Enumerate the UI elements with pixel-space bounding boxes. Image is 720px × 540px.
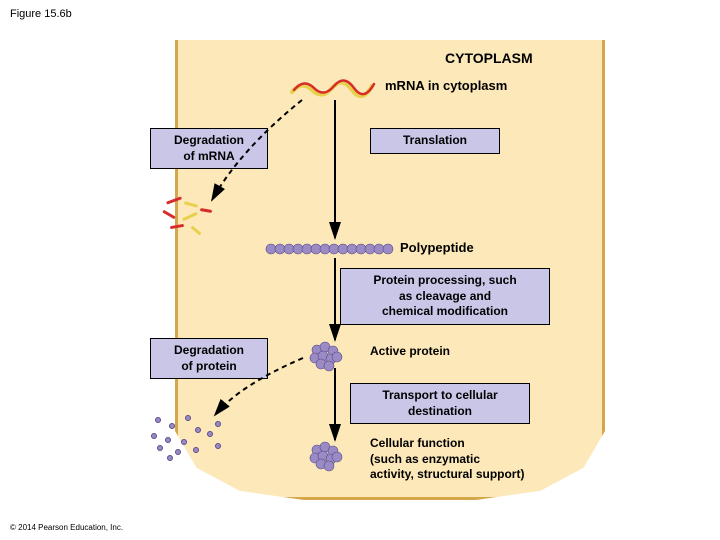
- polypeptide-label: Polypeptide: [400, 240, 474, 255]
- protein-degradation-dots: [145, 415, 235, 465]
- mrna-in-cytoplasm-label: mRNA in cytoplasm: [385, 78, 507, 93]
- degradation-protein-box: Degradation of protein: [150, 338, 268, 379]
- degradation-mrna-box: Degradation of mRNA: [150, 128, 268, 169]
- active-protein-label: Active protein: [370, 344, 450, 360]
- mrna-graphic: [290, 78, 380, 100]
- polypeptide-graphic: [265, 242, 395, 256]
- mrna-fragments: [160, 195, 230, 245]
- active-protein-cluster: [305, 340, 345, 372]
- copyright-text: © 2014 Pearson Education, Inc.: [10, 523, 123, 532]
- translation-box: Translation: [370, 128, 500, 154]
- transport-box: Transport to cellular destination: [350, 383, 530, 424]
- final-protein-cluster: [305, 440, 345, 472]
- cytoplasm-title: CYTOPLASM: [445, 50, 533, 66]
- cellular-function-label: Cellular function (such as enzymatic act…: [370, 436, 524, 483]
- protein-processing-box: Protein processing, such as cleavage and…: [340, 268, 550, 325]
- figure-label: Figure 15.6b: [10, 8, 72, 20]
